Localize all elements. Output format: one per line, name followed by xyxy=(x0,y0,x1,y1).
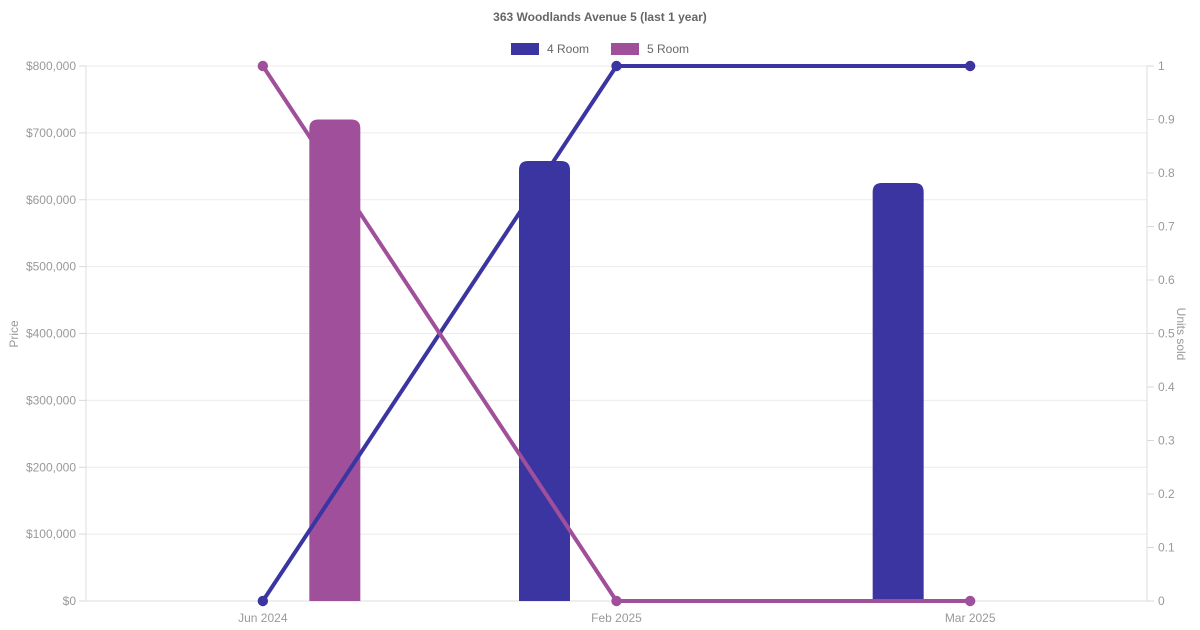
y-left-tick-label: $400,000 xyxy=(26,327,76,341)
legend-swatch-4-room xyxy=(510,43,539,55)
y-right-tick-label: 0.2 xyxy=(1158,487,1175,501)
data-point-4-room xyxy=(611,60,622,72)
legend-label-4-room: 4 Room xyxy=(546,42,589,56)
y-left-tick-label: $100,000 xyxy=(26,527,76,541)
y-right-tick-label: 0.9 xyxy=(1158,113,1175,127)
legend-item-5-room[interactable]: 5 Room xyxy=(611,42,689,56)
data-point-4-room xyxy=(964,60,976,72)
y-right-tick-label: 0.7 xyxy=(1158,220,1175,234)
data-point-5-room xyxy=(257,60,269,72)
legend-item-4-room[interactable]: 4 Room xyxy=(510,42,589,56)
price-bar-4-room xyxy=(519,160,570,601)
legend-label-5-room: 5 Room xyxy=(647,42,690,56)
price-bar-4-room xyxy=(872,183,924,601)
chart-legend: 4 Room 5 Room xyxy=(0,42,1200,56)
y-left-tick-label: $700,000 xyxy=(26,126,76,140)
y-left-tick-label: $200,000 xyxy=(26,460,76,474)
data-point-5-room xyxy=(611,595,622,607)
y-left-tick-label: $0 xyxy=(63,594,77,608)
x-axis-label: Mar 2025 xyxy=(945,611,996,625)
x-axis-label: Jun 2024 xyxy=(238,611,288,625)
y-right-tick-label: 1 xyxy=(1158,59,1165,73)
legend-swatch-5-room xyxy=(611,43,639,55)
y-right-tick-label: 0.6 xyxy=(1158,273,1175,287)
data-point-5-room xyxy=(964,595,976,607)
price-bar-5-room xyxy=(309,119,361,601)
chart-title: 363 Woodlands Avenue 5 (last 1 year) xyxy=(493,10,707,24)
data-point-4-room xyxy=(257,595,269,607)
y-right-tick-label: 0.1 xyxy=(1158,541,1175,555)
y-right-tick-label: 0.8 xyxy=(1158,166,1175,180)
y-right-tick-label: 0 xyxy=(1158,594,1165,608)
y-right-tick-label: 0.3 xyxy=(1158,434,1175,448)
y-left-tick-label: $800,000 xyxy=(26,59,76,73)
y-left-tick-label: $300,000 xyxy=(26,393,76,407)
y-right-tick-label: 0.5 xyxy=(1158,327,1175,341)
y-right-tick-label: 0.4 xyxy=(1158,380,1175,394)
y-left-tick-label: $500,000 xyxy=(26,260,76,274)
y-left-tick-label: $600,000 xyxy=(26,193,76,207)
x-axis-label: Feb 2025 xyxy=(591,611,642,625)
